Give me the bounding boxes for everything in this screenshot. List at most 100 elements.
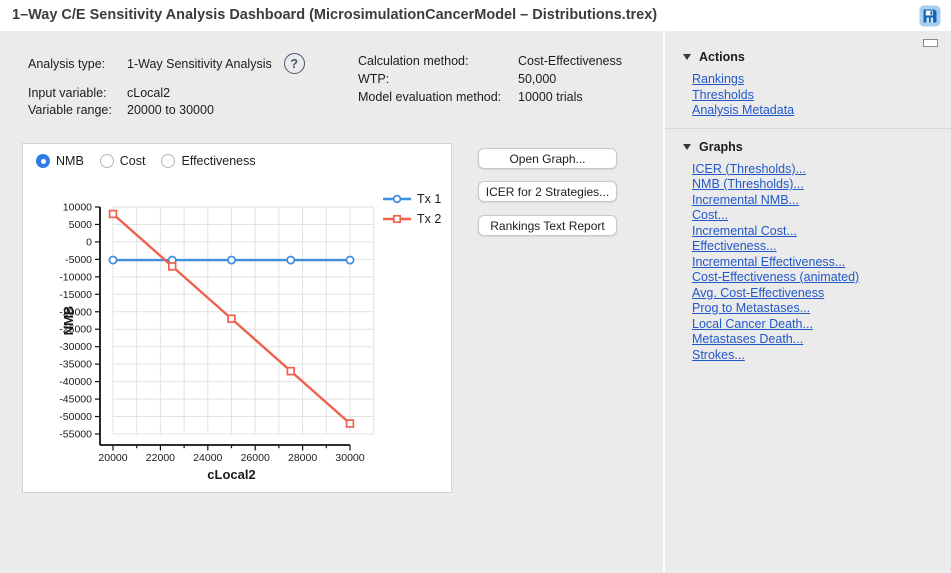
sidebar: Actions Rankings Thresholds Analysis Metada… (665, 31, 951, 573)
link-icer-thresholds[interactable]: ICER (Thresholds)... (692, 161, 806, 176)
info-value: 1-Way Sensitivity Analysis (127, 56, 272, 71)
radio-circle-icon (161, 154, 176, 168)
y-tick-label: -20000 (59, 306, 92, 318)
disclosure-triangle-icon[interactable] (683, 54, 691, 60)
data-point (345, 255, 355, 265)
info-label: Model evaluation method: (358, 90, 502, 104)
x-tick-label: 30000 (335, 452, 364, 464)
y-tick-label: -10000 (59, 271, 92, 283)
vertical-divider (663, 31, 665, 573)
main-area: Analysis type: 1-Way Sensitivity Analysis… (0, 31, 663, 573)
y-tick-label: 5000 (69, 219, 93, 231)
info-row-analysis-type: Analysis type: 1-Way Sensitivity Analysis… (28, 53, 305, 74)
y-tick-label: 10000 (63, 202, 92, 214)
radio-dot (40, 158, 46, 164)
sensitivity-line-chart: 10000 5000 0 -5000 -10000 -15000 -20000 -25000 -… (59, 192, 441, 482)
y-axis-title: NMB (61, 306, 76, 336)
info-row-model-evaluation-method: Model evaluation method: 10000 trials (358, 90, 583, 104)
open-graph-button[interactable]: Open Graph... (478, 148, 617, 169)
sidebar-collapse-icon[interactable] (923, 39, 938, 47)
data-point (108, 255, 118, 265)
link-nmb-thresholds[interactable]: NMB (Thresholds)... (692, 177, 804, 191)
link-incremental-nmb[interactable]: Incremental NMB... (692, 192, 799, 207)
disclosure-triangle-icon[interactable] (683, 143, 691, 150)
link-avg-cost-effectiveness[interactable]: Avg. Cost-Effectiveness (692, 285, 825, 300)
link-prog-to-metastases[interactable]: Prog to Metastases... (692, 301, 811, 315)
legend-marker (392, 194, 402, 204)
x-axis: 20000 22000 24000 26000 28000 30000 cLocal2 (98, 444, 365, 482)
sidebar-sections: Actions Rankings Thresholds Analysis Metada… (665, 49, 951, 369)
info-label: Calculation method: (358, 54, 469, 68)
data-point (168, 262, 177, 271)
y-axis: 10000 5000 0 -5000 -10000 -15000 -20000 -25000 -… (59, 202, 101, 445)
radio-nmb[interactable]: NMB (36, 154, 84, 168)
y-tick-label: -55000 (59, 429, 92, 441)
x-tick-label: 22000 (146, 452, 175, 464)
info-value: cLocal2 (127, 86, 171, 100)
radio-label: NMB (56, 154, 84, 168)
info-row-calculation-method: Calculation method: Cost-Effectiveness (358, 54, 622, 68)
window-title: 1–Way C/E Sensitivity Analysis Dashboard… (12, 7, 658, 23)
link-analysis-metadata[interactable]: Analysis Metadata (692, 103, 795, 117)
link-incremental-effectiveness[interactable]: Incremental Effectiveness... (692, 254, 846, 269)
save-button[interactable] (919, 5, 941, 27)
section-title: Graphs (699, 139, 743, 154)
section-links-actions: Rankings Thresholds Analysis Metadata (692, 72, 951, 119)
section-links-graphs: ICER (Thresholds)... NMB (Thresholds)... I… (692, 162, 951, 364)
info-row-variable-range: Variable range: 20000 to 30000 (28, 103, 214, 117)
link-cost-effectiveness-animated[interactable]: Cost-Effectiveness (animated) (692, 270, 860, 284)
section-divider (665, 127, 951, 129)
data-point (227, 255, 236, 265)
legend-label: Tx 2 (417, 212, 441, 226)
data-point (108, 209, 118, 219)
output-type-radio-group: NMB Cost Effectiveness (36, 154, 256, 168)
radio-effectiveness[interactable]: Effectiveness (161, 154, 256, 168)
chart-panel: NMB Cost Effectiveness 10000 5000 0 -5000 -100… (22, 143, 452, 493)
link-thresholds[interactable]: Thresholds (692, 87, 754, 102)
link-local-cancer-death[interactable]: Local Cancer Death... (692, 316, 813, 331)
help-icon[interactable]: ? (283, 53, 305, 74)
x-tick-label: 20000 (98, 452, 127, 464)
link-incremental-cost[interactable]: Incremental Cost... (692, 223, 797, 238)
link-effectiveness[interactable]: Effectiveness... (692, 239, 777, 253)
data-point (345, 419, 355, 428)
save-icon (919, 5, 941, 27)
info-value: 20000 to 30000 (127, 103, 214, 117)
grid (112, 206, 375, 435)
series-tx-1 (108, 255, 355, 265)
radio-label: Effectiveness (181, 154, 256, 168)
legend-label: Tx 1 (417, 192, 441, 206)
legend-marker (392, 214, 402, 224)
link-metastases-death[interactable]: Metastases Death... (692, 332, 804, 346)
y-tick-label: -50000 (59, 411, 92, 423)
legend: Tx 1 Tx 2 (383, 192, 441, 226)
y-tick-label: -25000 (59, 324, 92, 336)
link-cost[interactable]: Cost... (692, 208, 729, 222)
info-label: WTP: (358, 72, 390, 86)
x-tick-label: 24000 (193, 452, 222, 464)
icer-for-2-strategies-button[interactable]: ICER for 2 Strategies... (478, 181, 617, 202)
info-label: Input variable: (28, 86, 107, 100)
info-value: 10000 trials (518, 90, 583, 104)
rankings-text-report-button[interactable]: Rankings Text Report (478, 215, 617, 236)
series-tx-2 (108, 209, 355, 428)
info-label: Variable range: (28, 103, 112, 117)
x-tick-label: 26000 (241, 452, 270, 464)
y-tick-label: -30000 (59, 341, 92, 353)
content-area: Analysis type: 1-Way Sensitivity Analysis… (0, 31, 951, 573)
info-value: Cost-Effectiveness (518, 54, 622, 68)
data-point (286, 255, 296, 265)
y-tick-label: -45000 (59, 394, 92, 406)
link-rankings[interactable]: Rankings (692, 72, 745, 86)
radio-circle-icon (99, 154, 114, 168)
y-tick-label: -15000 (59, 289, 92, 301)
section-title: Actions (699, 50, 745, 64)
radio-cost[interactable]: Cost (99, 154, 145, 168)
info-row-input-variable: Input variable: cLocal2 (28, 86, 170, 100)
info-label: Analysis type: (28, 56, 106, 71)
y-tick-label: -5000 (65, 254, 92, 266)
section-header-actions: Actions (683, 49, 951, 65)
link-strokes[interactable]: Strokes... (692, 347, 745, 362)
y-tick-label: -35000 (59, 359, 92, 371)
